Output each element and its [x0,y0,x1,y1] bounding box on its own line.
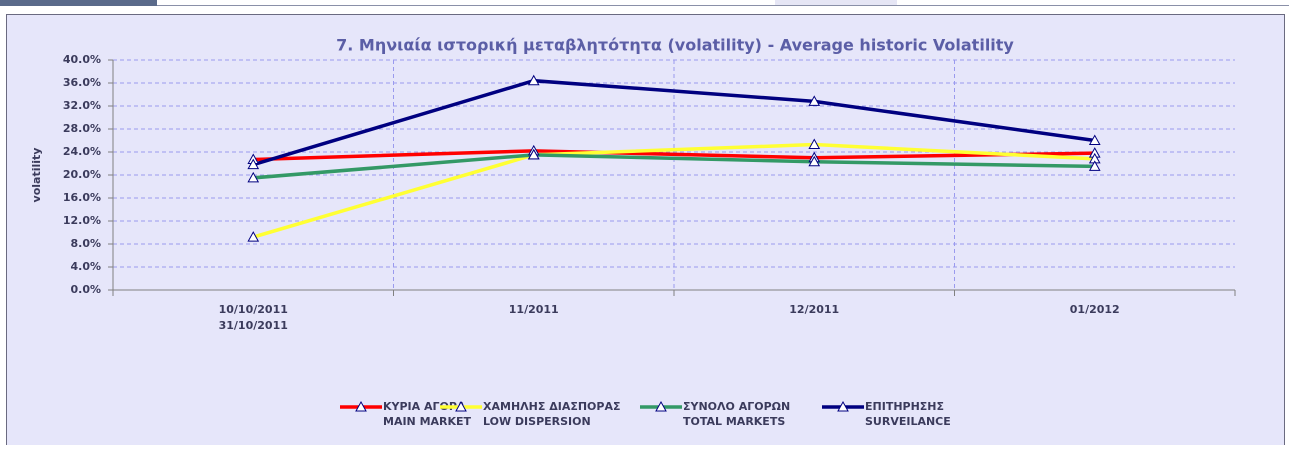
marker [808,95,821,106]
legend-marker [837,400,849,412]
marker [1088,134,1101,145]
marker [1088,160,1101,171]
y-tick-label: 12.0% [63,214,101,227]
x-tick-label: 12/2011 [789,303,839,316]
y-tick-label: 28.0% [63,122,101,135]
marker [247,171,260,183]
top-tab-light [775,0,897,6]
x-tick-label: 10/10/2011 31/10/2011 [219,303,288,332]
legend-label: ΧΑΜΗΛΗΣ ΔΙΑΣΠΟΡΑΣ LOW DISPERSION [483,400,621,428]
chart-area [6,14,1285,449]
legend-marker [655,400,667,412]
marker [247,158,260,170]
y-tick-label: 24.0% [63,145,101,158]
legend-label: ΚΥΡΙΑ ΑΓΟΡΑ MAIN MARKET [383,400,472,428]
y-tick-label: 0.0% [70,283,101,296]
marker [527,148,540,160]
y-tick-label: 40.0% [63,53,101,66]
x-tick-label: 01/2012 [1070,303,1120,316]
y-axis-label: volatility [30,148,43,203]
top-tab [0,0,157,6]
marker [808,155,821,167]
series-line [252,78,1095,167]
series-line [253,149,1095,162]
y-tick-label: 32.0% [63,99,101,112]
legend-label: ΕΠΙΤΗΡΗΣΗΣ SURVEILANCE [865,400,951,428]
legend-marker [355,400,367,412]
series-line [252,142,1095,239]
y-tick-label: 4.0% [70,260,101,273]
chart-title: 7. Μηνιαία ιστορική μεταβλητότητα (volat… [336,36,1014,55]
x-tick-label: 11/2011 [509,303,559,316]
y-tick-label: 16.0% [63,191,101,204]
legend-label: ΣΥΝΟΛΟ ΑΓΟΡΩΝ TOTAL MARKETS [683,400,790,428]
legend-marker [455,400,467,412]
y-tick-label: 20.0% [63,168,101,181]
marker [527,74,540,86]
marker [247,231,260,242]
y-tick-label: 36.0% [63,76,101,89]
marker [808,138,821,150]
series-line [253,153,1095,180]
y-tick-label: 8.0% [70,237,101,250]
